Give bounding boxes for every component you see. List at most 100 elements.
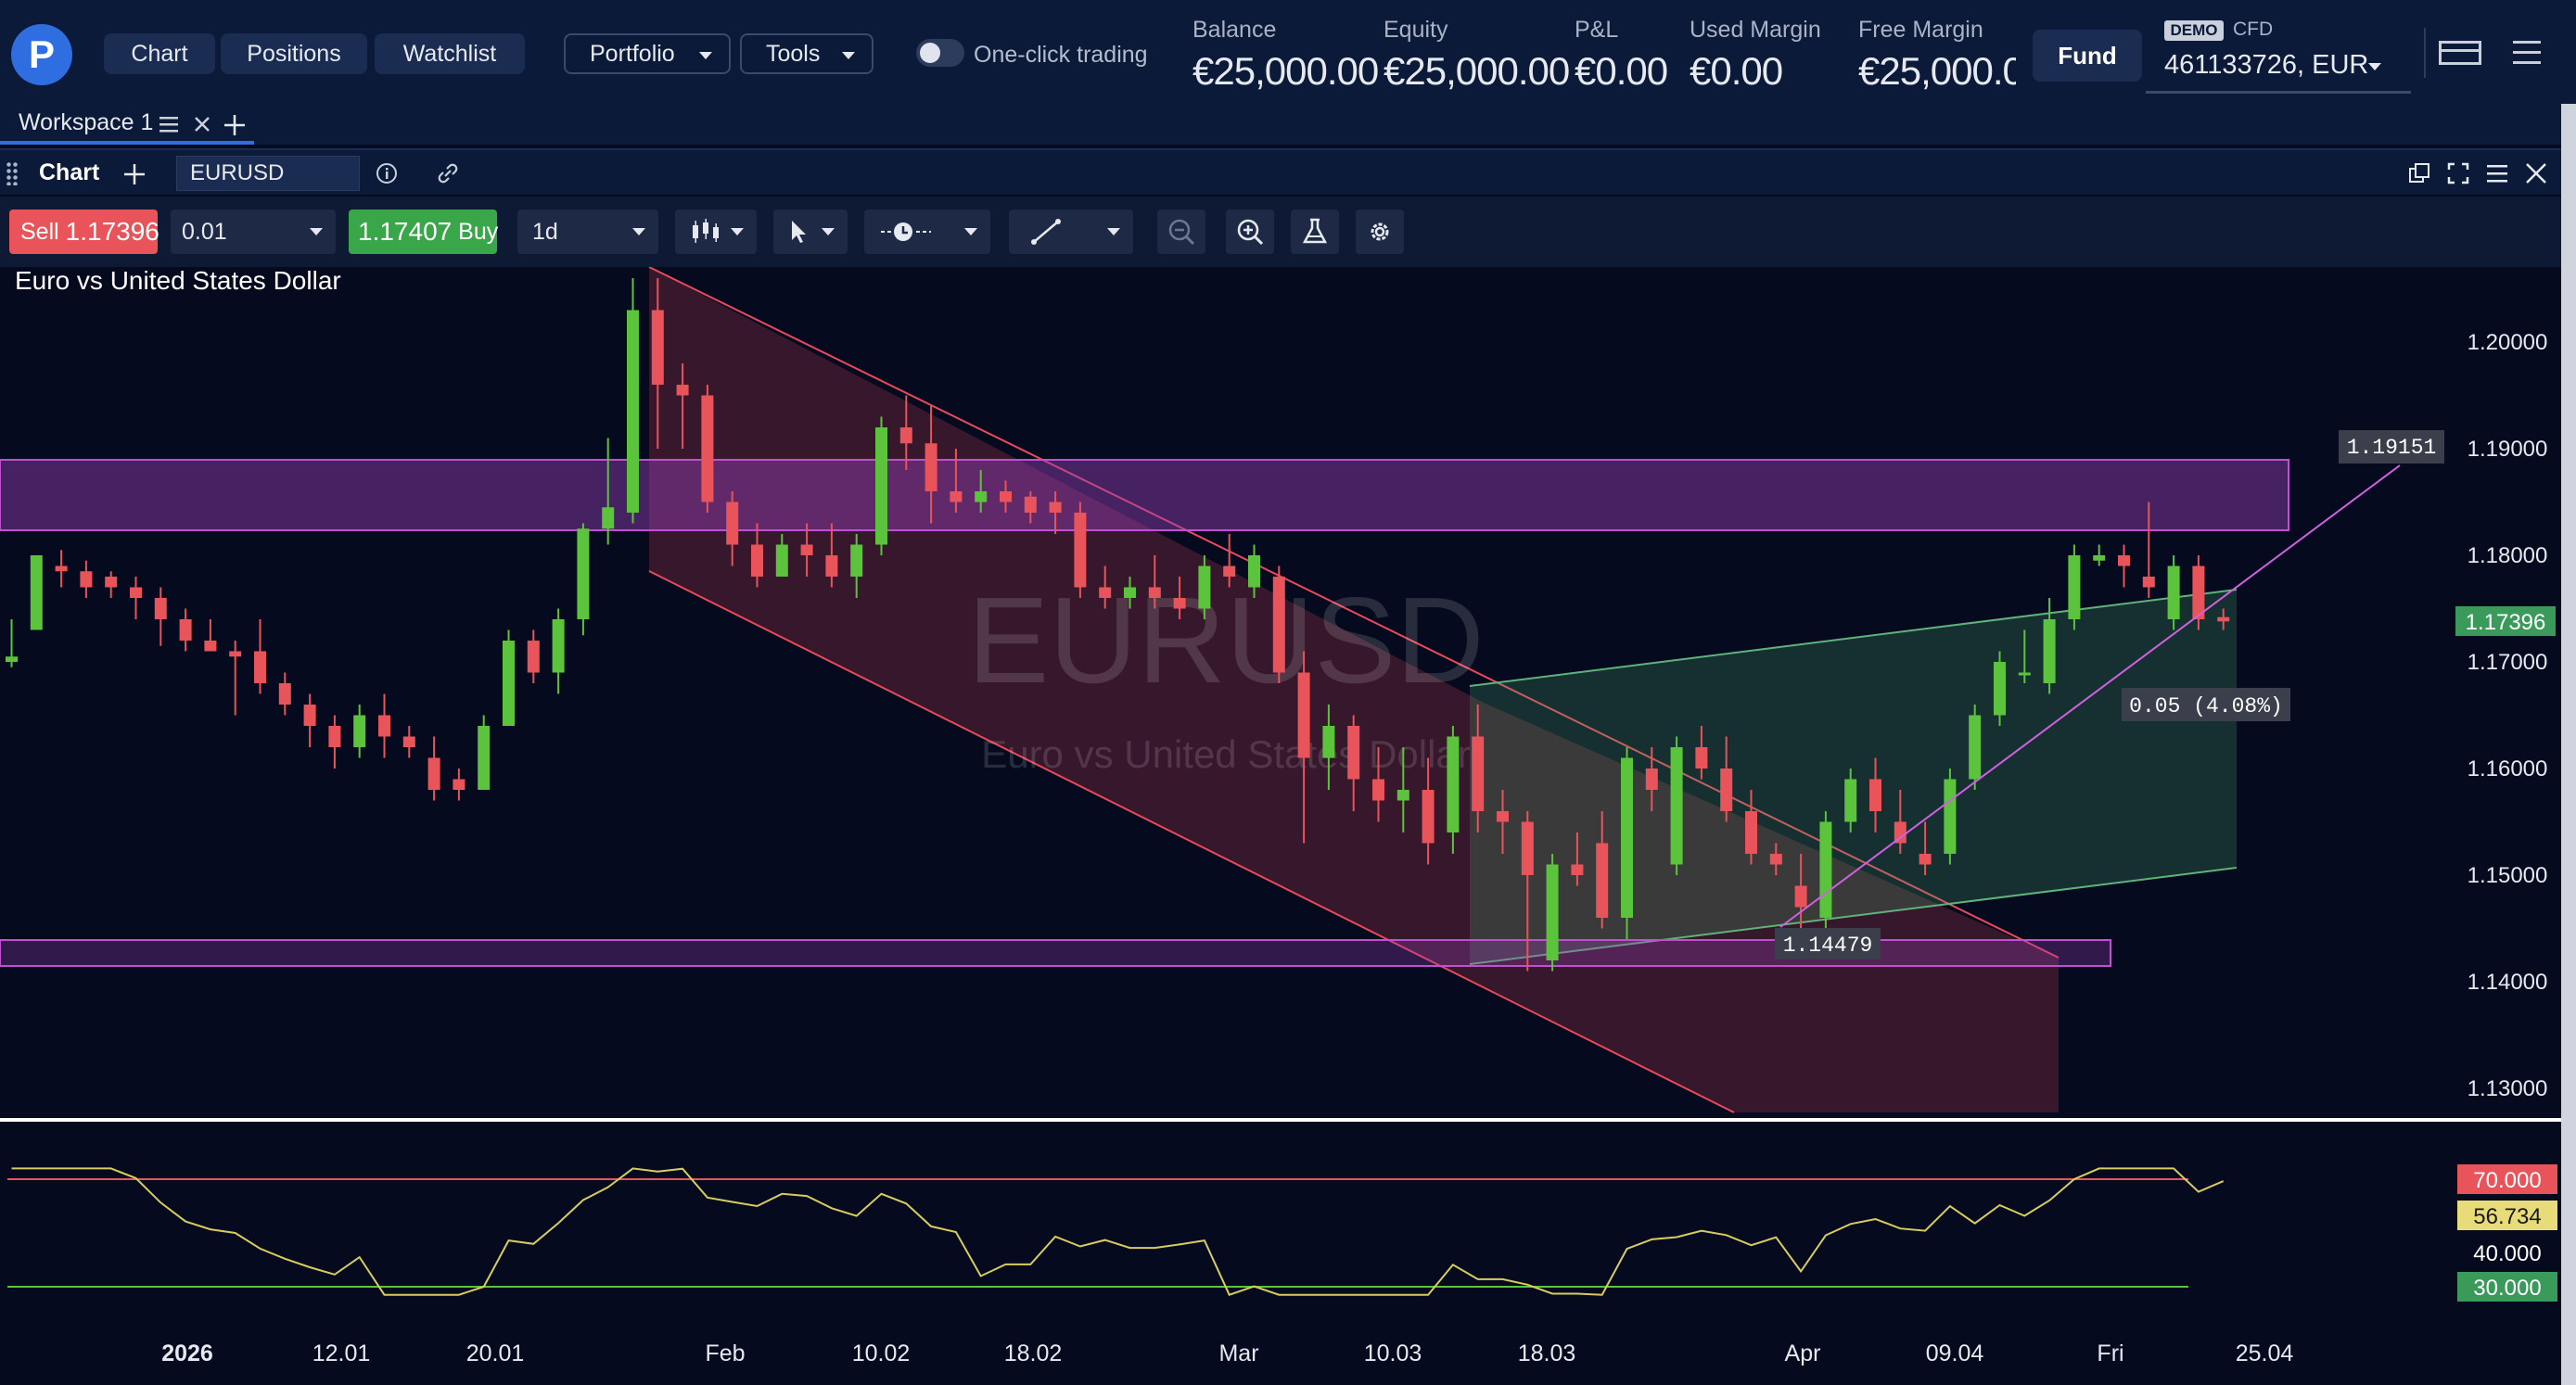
candle (1372, 747, 1384, 822)
up-channel[interactable] (1470, 590, 2237, 964)
tools-dropdown[interactable]: Tools (740, 33, 874, 74)
candle-body (55, 565, 68, 572)
candle-body (179, 619, 192, 641)
zoom-in-button[interactable] (1226, 210, 1274, 254)
candle-body (1497, 811, 1509, 822)
resistance-zone[interactable] (0, 459, 2289, 531)
add-chart-icon[interactable] (122, 162, 147, 186)
chevron-down-icon (1107, 228, 1120, 235)
candle (1571, 832, 1584, 886)
down-channel[interactable] (649, 267, 2059, 1112)
candle (1794, 854, 1807, 929)
price-chart[interactable]: EURUSD Euro vs United States Dollar 1.19… (0, 267, 2561, 1120)
account-selector[interactable]: 461133726, EUR (2164, 50, 2369, 80)
close-panel-icon[interactable] (2524, 161, 2548, 185)
candle-body (204, 641, 217, 652)
measure-trendline[interactable] (1779, 464, 2401, 928)
candle (353, 705, 366, 758)
panel-menu-icon[interactable] (2485, 161, 2509, 185)
candle-body (2217, 616, 2230, 622)
symbol-input[interactable]: EURUSD (176, 156, 360, 191)
candle (800, 523, 813, 577)
time-tick-label: 10.02 (851, 1341, 911, 1366)
page-scrollbar[interactable] (2561, 104, 2576, 1385)
candle-body (1571, 864, 1584, 875)
free-margin-label: Free Margin (1858, 17, 1983, 43)
settings-button[interactable] (1356, 210, 1404, 254)
close-icon[interactable] (193, 115, 211, 133)
workspace-tab-label: Workspace 1 (19, 109, 154, 135)
candle-body (1819, 821, 1832, 918)
fund-button[interactable]: Fund (2033, 30, 2142, 82)
drag-handle-icon[interactable] (6, 161, 19, 185)
price-axis[interactable]: 1.20000 1.19000 1.18000 1.17000 1.16000 1.150… (2468, 330, 2548, 1101)
sell-button[interactable]: Sell 1.17396 (9, 210, 159, 254)
workspace-tab[interactable]: Workspace 1 (0, 104, 254, 145)
candle (1297, 651, 1310, 844)
add-tab-icon[interactable] (223, 113, 247, 137)
workspace-bar: Workspace 1 (0, 104, 2576, 145)
fullscreen-icon[interactable] (2446, 161, 2470, 185)
time-tick-label: Feb (705, 1341, 746, 1366)
one-click-toggle[interactable] (916, 39, 964, 67)
buy-price: 1.17407 (358, 217, 453, 246)
layout-icon[interactable] (2439, 41, 2481, 65)
indicators-button[interactable] (1291, 210, 1339, 254)
down-channel-lower-line[interactable] (648, 570, 1735, 1113)
candle-body (453, 779, 465, 790)
pnl-value: €0.00 (1575, 49, 1668, 93)
pane-divider[interactable] (0, 1118, 2561, 1122)
time-axis[interactable]: 2026 12.01 20.01 Feb 10.02 18.02 Mar 10.03 18.03… (0, 1331, 2561, 1385)
time-tool-button[interactable] (864, 210, 990, 254)
zoom-out-button[interactable] (1157, 210, 1205, 254)
candle-body (1099, 587, 1112, 598)
rsi-current-box (2457, 1201, 2557, 1230)
candle (2167, 555, 2180, 630)
candle-body (1844, 779, 1857, 822)
info-icon[interactable] (375, 161, 399, 185)
drawing-tool-button[interactable] (1009, 210, 1133, 254)
candle-body (1049, 502, 1062, 513)
candle (825, 523, 838, 588)
candle (1074, 502, 1087, 598)
demo-badge: DEMO (2164, 20, 2224, 41)
up-channel-upper-line[interactable] (1469, 589, 2238, 687)
candle (602, 438, 615, 545)
support-zone[interactable] (0, 939, 2111, 967)
interval-select[interactable]: 1d (517, 210, 658, 254)
nav-positions-button[interactable]: Positions (221, 33, 367, 74)
candle (850, 534, 863, 598)
candle-body (1000, 491, 1012, 502)
cfd-label: CFD (2233, 19, 2274, 40)
popout-icon[interactable] (2407, 161, 2431, 185)
chevron-down-icon[interactable] (2368, 63, 2381, 70)
nav-chart-button[interactable]: Chart (104, 33, 215, 74)
nav-watchlist-button[interactable]: Watchlist (375, 33, 525, 74)
price-tick-label: 1.15000 (2468, 863, 2548, 888)
cursor-tool-button[interactable] (773, 210, 848, 254)
candle-body (1472, 736, 1485, 811)
buy-button[interactable]: 1.17407 Buy (349, 210, 498, 254)
measure-label: 0.05 (4.08%) (2129, 694, 2283, 718)
candle-body (80, 571, 93, 588)
menu-icon[interactable] (2513, 41, 2541, 71)
portfolio-dropdown[interactable]: Portfolio (564, 33, 731, 74)
price-tick-label: 1.18000 (2468, 543, 2548, 568)
link-icon[interactable] (436, 161, 460, 185)
app-logo[interactable]: P (11, 24, 72, 85)
rsi-indicator-pane[interactable]: 70.000 56.734 40.000 30.000 (0, 1124, 2561, 1331)
list-icon[interactable] (159, 115, 180, 133)
candle-body (1074, 513, 1087, 588)
candle (2018, 629, 2031, 683)
candle-body (825, 555, 838, 577)
watermark-symbol: EURUSD (967, 572, 1484, 708)
chart-type-button[interactable] (675, 210, 757, 254)
candle-body (1173, 598, 1186, 609)
free-margin-block: Free Margin €25,000.00 (1858, 17, 2016, 94)
up-channel-lower-line[interactable] (1469, 867, 2238, 965)
current-price-label: 1.17396 (2466, 610, 2546, 635)
zoom-in-icon (1237, 219, 1264, 246)
quantity-value: 0.01 (182, 218, 227, 245)
candle (402, 726, 415, 758)
quantity-input[interactable]: 0.01 (171, 210, 336, 254)
